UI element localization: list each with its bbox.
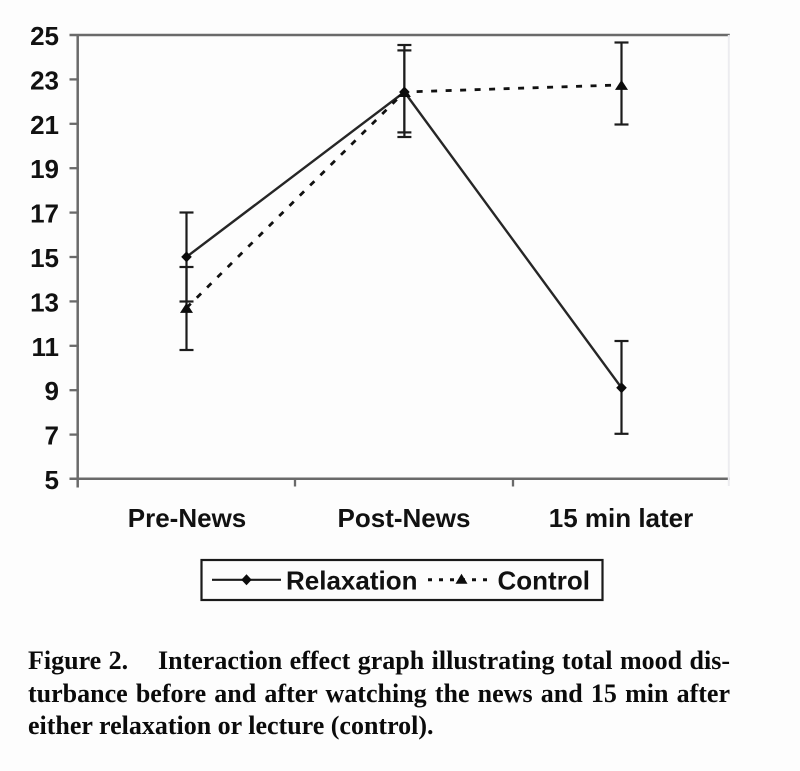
svg-text:25: 25 [30,21,59,51]
svg-text:13: 13 [30,287,59,317]
svg-text:Pre-News: Pre-News [128,503,247,533]
svg-text:15: 15 [30,243,59,273]
svg-text:Control: Control [498,565,590,595]
svg-text:21: 21 [30,110,59,140]
svg-text:19: 19 [30,154,59,184]
svg-text:17: 17 [30,199,59,229]
svg-text:23: 23 [30,65,59,95]
svg-text:5: 5 [45,465,59,495]
svg-text:7: 7 [45,421,59,451]
svg-text:Post-News: Post-News [338,503,471,533]
svg-text:11: 11 [32,332,60,362]
svg-text:Relaxation: Relaxation [286,565,418,595]
svg-text:9: 9 [45,376,59,406]
svg-text:15 min later: 15 min later [549,503,694,533]
